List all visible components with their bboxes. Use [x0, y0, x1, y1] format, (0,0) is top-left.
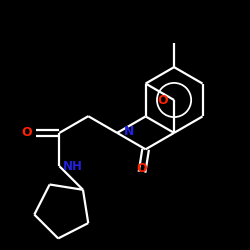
Text: O: O [21, 126, 32, 139]
Text: O: O [157, 94, 168, 106]
Text: NH: NH [63, 160, 83, 173]
Text: O: O [137, 162, 147, 175]
Text: N: N [124, 126, 134, 138]
